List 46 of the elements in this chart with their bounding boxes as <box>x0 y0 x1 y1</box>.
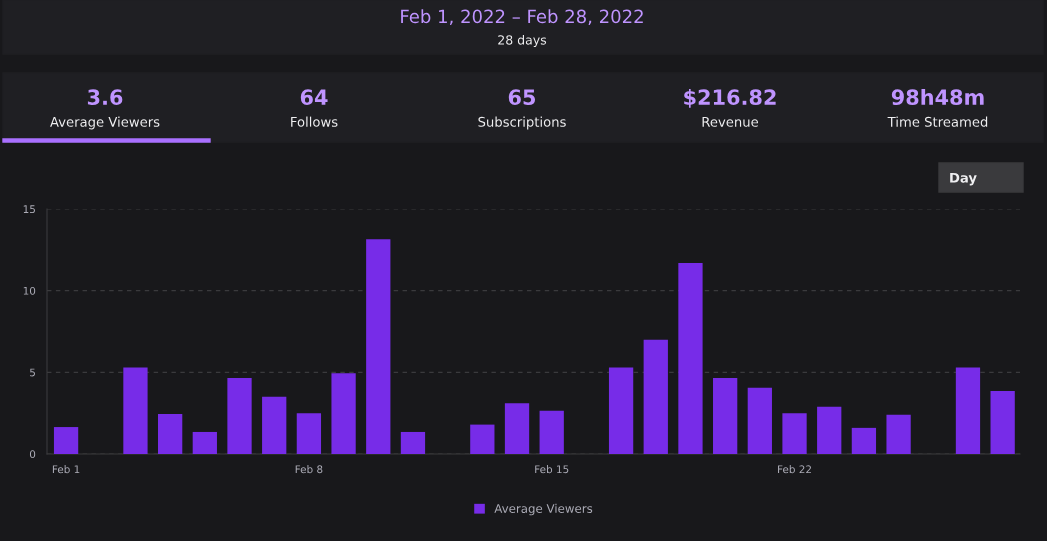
text: Revenue <box>702 117 759 127</box>
bar <box>123 367 148 454</box>
x-tick-label: Feb 8 <box>295 465 323 474</box>
bar <box>400 431 426 454</box>
bar <box>955 367 981 454</box>
bar <box>470 424 495 454</box>
bar <box>990 391 1015 454</box>
text: 3.6 <box>87 89 123 106</box>
bar <box>678 262 703 454</box>
text: 98h48m <box>891 88 984 106</box>
bar <box>366 239 391 454</box>
bar <box>192 431 217 454</box>
x-tick-label: Feb 22 <box>778 465 811 474</box>
y-tick-label: 15 <box>23 205 35 214</box>
bar <box>504 403 530 454</box>
y-tick-label: 0 <box>29 450 36 459</box>
legend-label: Average Viewers <box>494 503 593 516</box>
text: 28 days <box>498 34 547 48</box>
bar <box>747 387 772 454</box>
bar <box>53 427 79 454</box>
bar <box>851 427 877 454</box>
bar <box>331 373 356 454</box>
text: 65 <box>508 89 536 106</box>
bar <box>643 339 668 454</box>
x-tick-label: Feb 1 <box>52 465 80 474</box>
bar <box>817 406 842 454</box>
bar <box>262 396 287 454</box>
text: Day <box>950 172 977 186</box>
bar <box>782 413 807 454</box>
bar <box>158 413 183 454</box>
text: Average Viewers <box>50 116 160 130</box>
text: 64 <box>300 89 328 106</box>
text: Time Streamed <box>887 116 988 127</box>
bar <box>296 413 322 454</box>
text: $216.82 <box>684 88 776 108</box>
bar <box>539 410 564 454</box>
x-tick-label: Feb 15 <box>535 465 569 474</box>
bar <box>227 378 252 454</box>
y-tick-label: 5 <box>30 368 35 377</box>
text: Subscriptions <box>478 116 566 130</box>
bar <box>886 414 911 454</box>
bar <box>713 378 738 454</box>
text: Feb 1, 2022 – Feb 28, 2022 <box>401 9 643 26</box>
y-tick-label: 10 <box>23 286 36 295</box>
bar <box>608 367 634 454</box>
text: Follows <box>291 116 338 127</box>
